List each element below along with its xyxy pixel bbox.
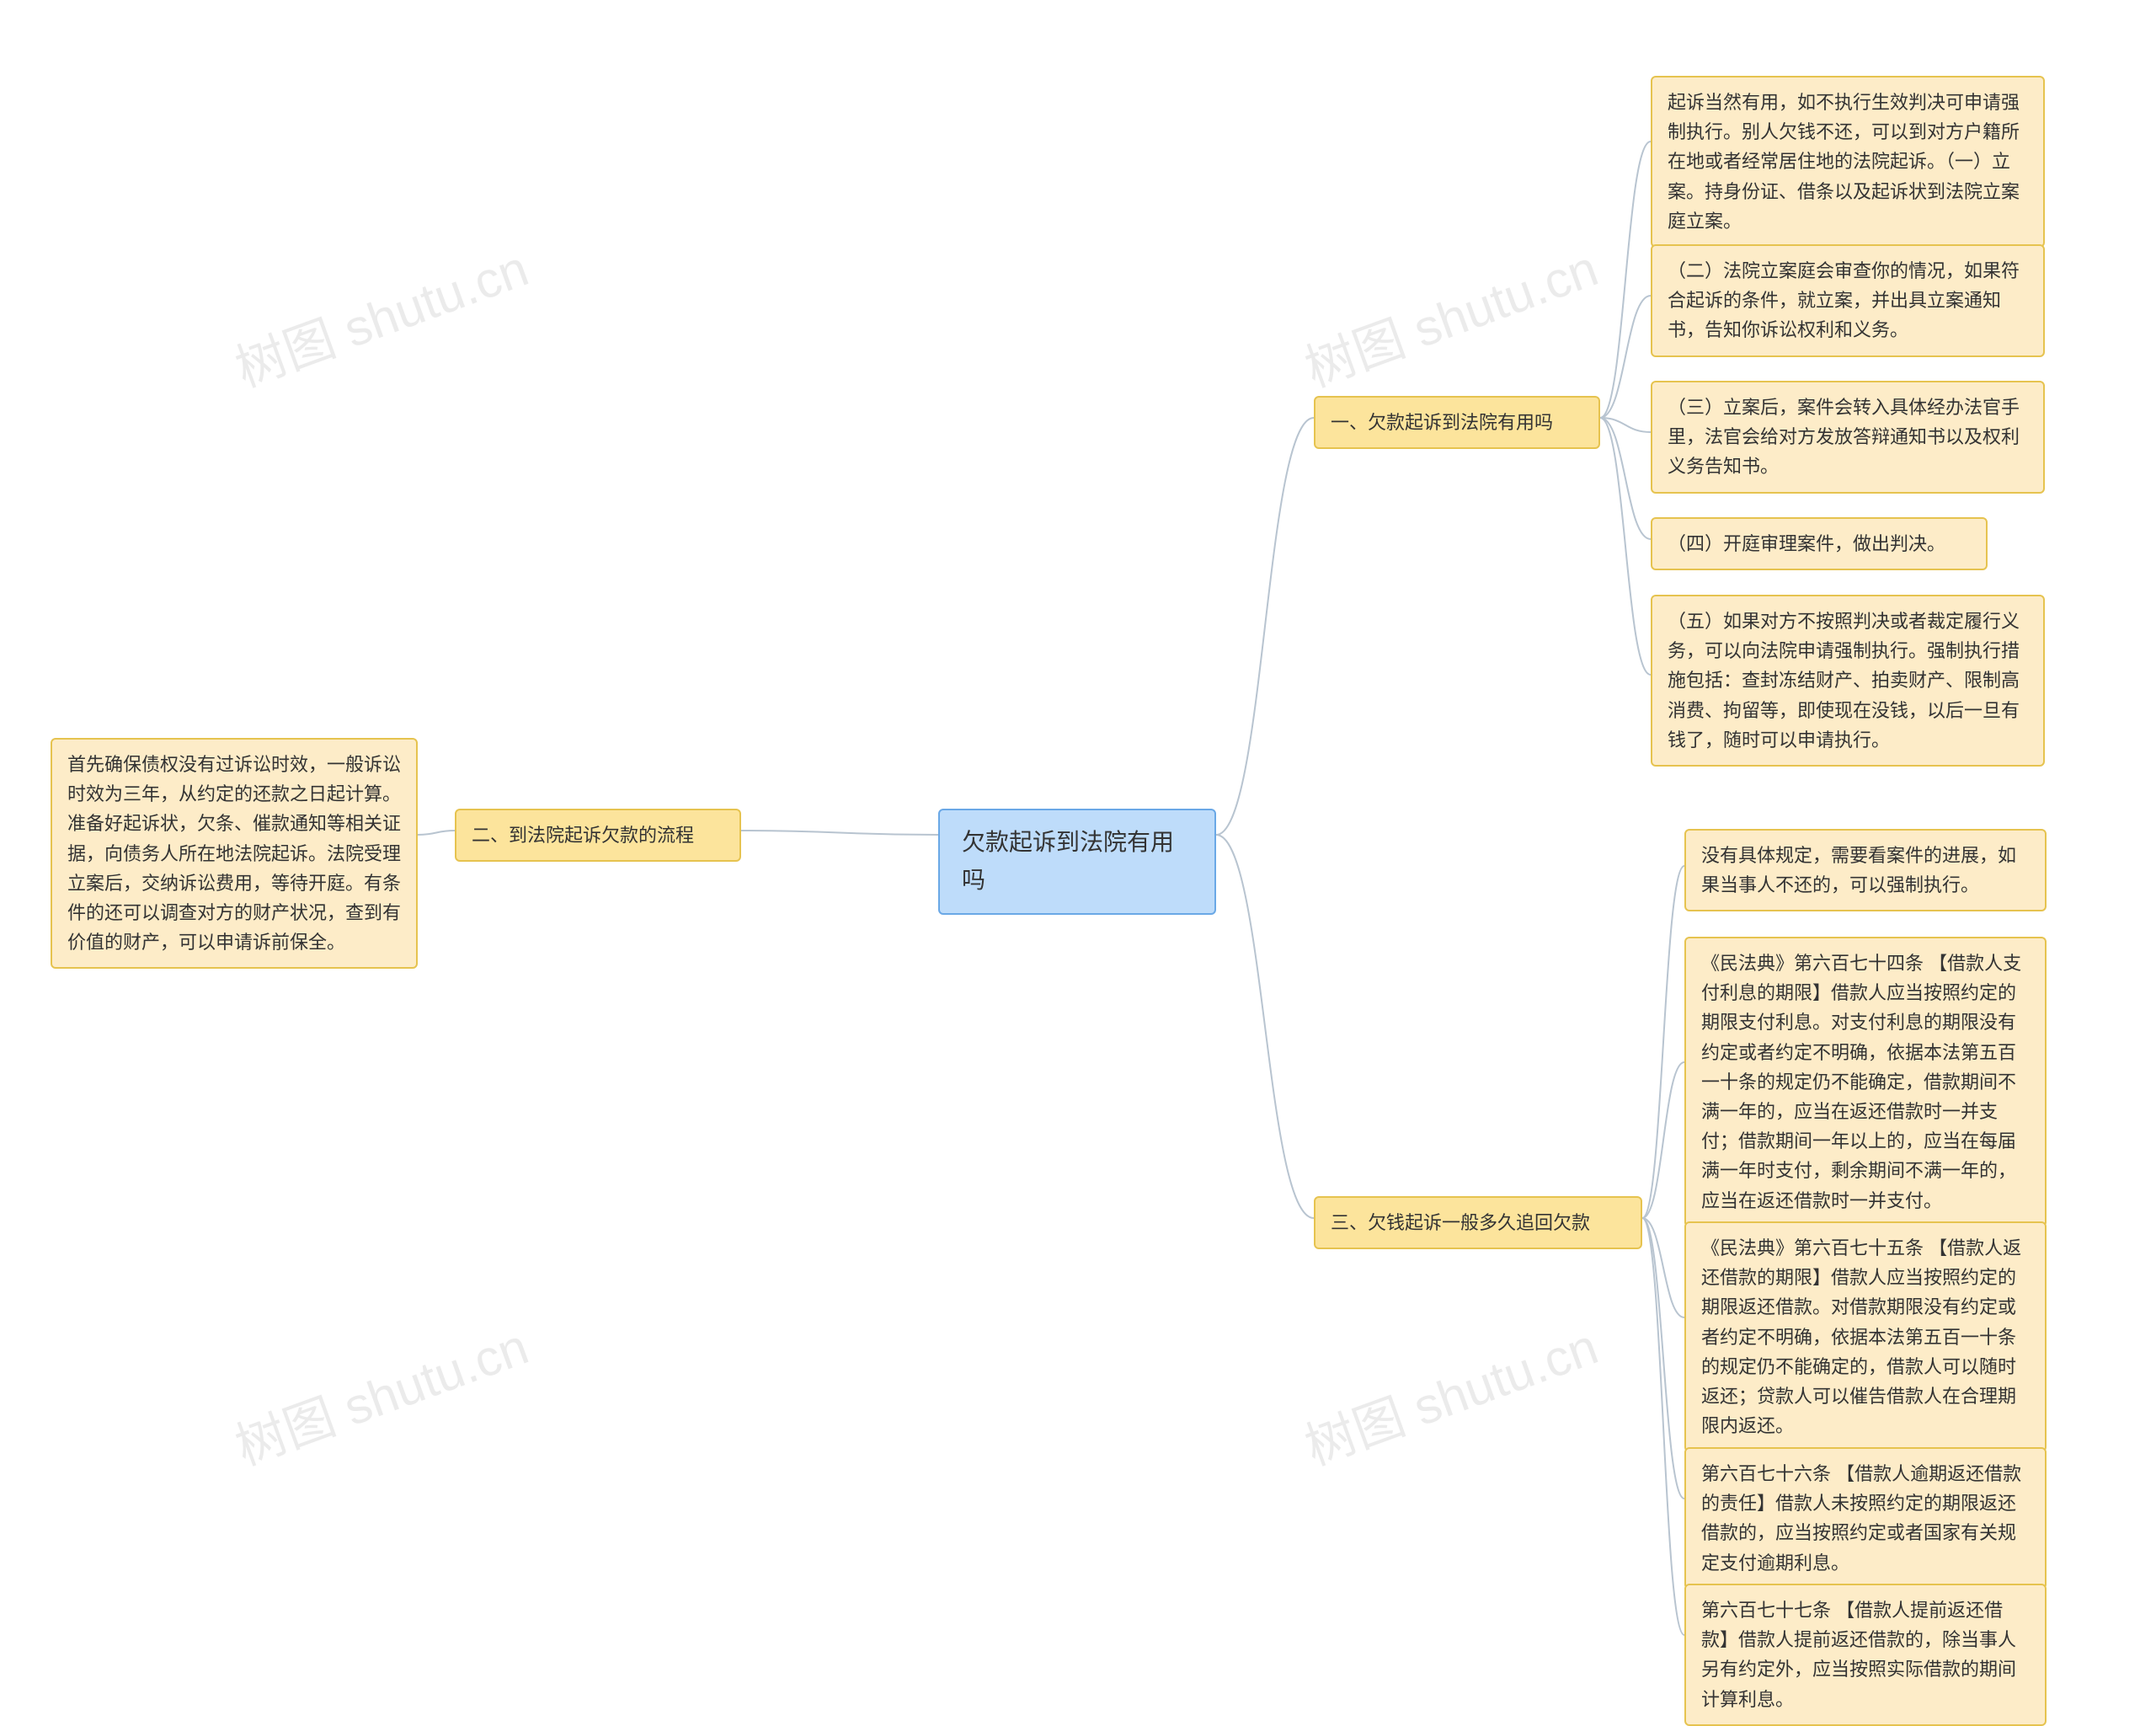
leaf-0-4: （五）如果对方不按照判决或者裁定履行义务，可以向法院申请强制执行。强制执行措施包… [1651, 595, 2045, 767]
watermark-1: 树图 shutu.cn [1294, 227, 1606, 401]
leaf-0-3: （四）开庭审理案件，做出判决。 [1651, 517, 1988, 570]
leaf-2-3: 第六百七十六条 【借款人逾期返还借款的责任】借款人未按照约定的期限返还借款的，应… [1684, 1447, 2047, 1590]
leaf-1-0: 首先确保债权没有过诉讼时效，一般诉讼时效为三年，从约定的还款之日起计算。准备好起… [51, 738, 418, 969]
leaf-2-4: 第六百七十七条 【借款人提前返还借款】借款人提前返还借款的，除当事人另有约定外，… [1684, 1584, 2047, 1726]
watermark-0: 树图 shutu.cn [224, 227, 536, 401]
leaf-2-1: 《民法典》第六百七十四条 【借款人支付利息的期限】借款人应当按照约定的期限支付利… [1684, 937, 2047, 1227]
root-node: 欠款起诉到法院有用吗 [938, 809, 1216, 915]
leaf-0-1: （二）法院立案庭会审查你的情况，如果符合起诉的条件，就立案，并出具立案通知书，告… [1651, 244, 2045, 357]
watermark-2: 树图 shutu.cn [224, 1306, 536, 1479]
branch-0: 一、欠款起诉到法院有用吗 [1314, 396, 1600, 449]
leaf-0-2: （三）立案后，案件会转入具体经办法官手里，法官会给对方发放答辩通知书以及权利义务… [1651, 381, 2045, 494]
watermark-3: 树图 shutu.cn [1294, 1306, 1606, 1479]
leaf-0-0: 起诉当然有用，如不执行生效判决可申请强制执行。别人欠钱不还，可以到对方户籍所在地… [1651, 76, 2045, 248]
branch-2: 三、欠钱起诉一般多久追回欠款 [1314, 1196, 1642, 1249]
leaf-2-0: 没有具体规定，需要看案件的进展，如果当事人不还的，可以强制执行。 [1684, 829, 2047, 911]
branch-1: 二、到法院起诉欠款的流程 [455, 809, 741, 862]
leaf-2-2: 《民法典》第六百七十五条 【借款人返还借款的期限】借款人应当按照约定的期限返还借… [1684, 1221, 2047, 1452]
